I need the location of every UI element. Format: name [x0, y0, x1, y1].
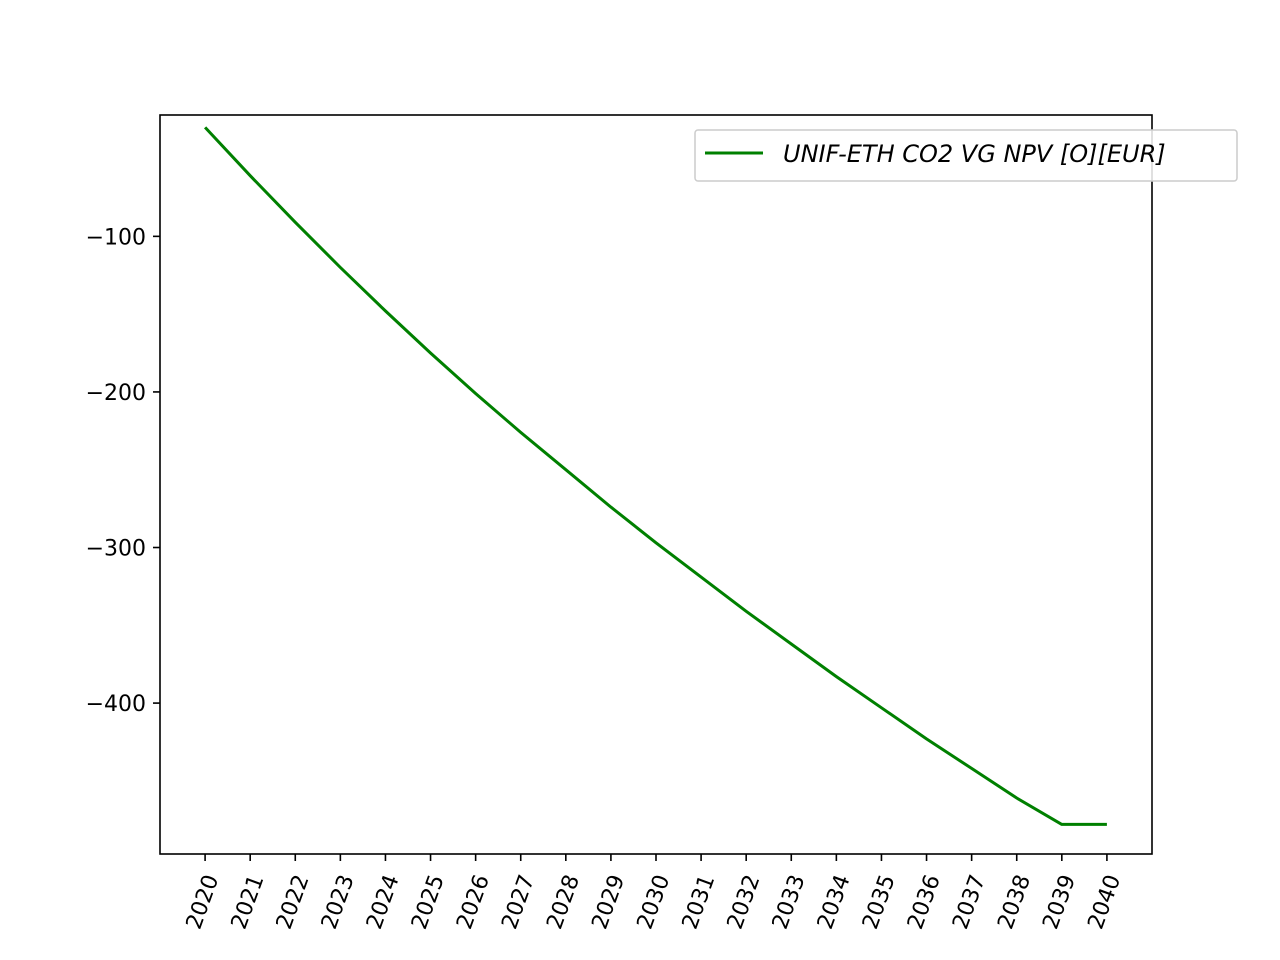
legend-box: [694, 129, 1238, 182]
x-tick-label: 2027: [497, 872, 540, 933]
x-tick-label: 2039: [1038, 872, 1081, 933]
x-tick-label: 2025: [407, 872, 450, 933]
legend-label: UNIF-ETH CO2 VG NPV [O][EUR]: [783, 140, 1166, 168]
x-axis: 2020 2021 2022 2023 2024 2025 2026 2027 2028 2029…: [182, 854, 1126, 933]
series-line: [204, 126, 1107, 826]
x-tick-label: 2030: [633, 872, 676, 933]
x-tick-label: 2036: [903, 872, 946, 933]
x-tick-label: 2037: [948, 872, 991, 933]
y-tick-label: −400: [86, 692, 146, 717]
x-tick-label: 2024: [362, 872, 405, 933]
y-tick-label: −100: [86, 225, 146, 250]
x-tick-label: 2031: [678, 872, 721, 933]
y-axis: −100 −200 −300 −400: [86, 225, 160, 717]
x-tick-label: 2040: [1084, 872, 1127, 933]
plot-area: [160, 115, 1152, 854]
x-tick-label: 2038: [993, 872, 1036, 933]
x-tick-label: 2035: [858, 872, 901, 933]
y-tick-label: −300: [86, 537, 146, 562]
x-tick-label: 2022: [272, 872, 315, 933]
x-tick-label: 2029: [588, 872, 631, 933]
x-tick-label: 2033: [768, 872, 811, 933]
series-layer: [204, 126, 1107, 826]
plot-frame: [159, 114, 1153, 855]
x-tick-label: 2026: [452, 872, 495, 933]
x-tick-label: 2028: [542, 872, 585, 933]
x-tick-label: 2021: [227, 872, 270, 933]
x-tick-label: 2034: [813, 872, 856, 933]
x-tick-label: 2020: [182, 872, 225, 933]
x-tick-label: 2032: [723, 872, 766, 933]
x-tick-label: 2023: [317, 872, 360, 933]
y-tick-label: −200: [86, 381, 146, 406]
legend: UNIF-ETH CO2 VG NPV [O][EUR]: [694, 129, 1238, 182]
